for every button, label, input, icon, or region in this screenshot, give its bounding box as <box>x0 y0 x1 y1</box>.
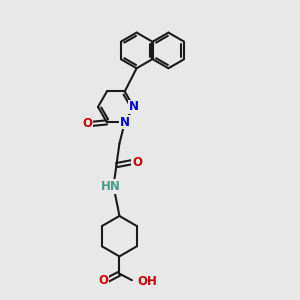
Text: O: O <box>132 156 142 169</box>
Text: O: O <box>98 274 108 287</box>
Text: OH: OH <box>138 274 158 288</box>
Text: N: N <box>120 116 130 129</box>
Text: N: N <box>129 100 139 113</box>
Text: O: O <box>82 117 93 130</box>
Text: HN: HN <box>100 180 120 193</box>
